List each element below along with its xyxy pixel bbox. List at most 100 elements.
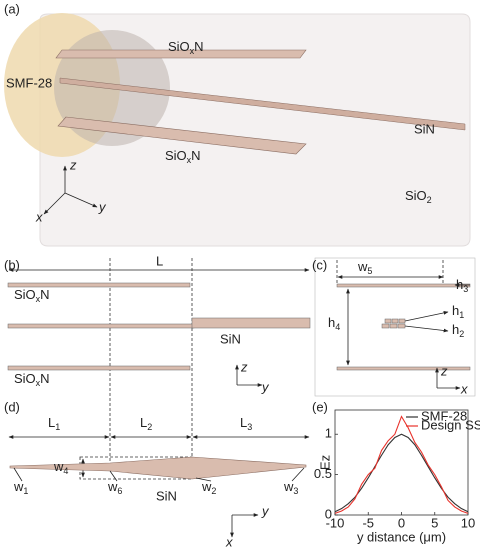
panel-label: (b) (4, 257, 20, 272)
text-part: x (187, 155, 192, 165)
axis-label: y (261, 503, 270, 518)
labels: (a)(b) (c)(d) (e)SiOxNSMF-28SiNSiOxNSiO2zy… (4, 1, 468, 549)
slab-label: SiOxN (14, 287, 50, 304)
text-part: 4 (63, 466, 68, 476)
dim-label: h1 (452, 303, 464, 320)
text-part: h (452, 303, 459, 318)
dim-label: h2 (452, 322, 464, 339)
text-part: x (190, 46, 195, 56)
x-tick-label: 0 (398, 515, 405, 530)
text-part: SiO (14, 287, 36, 302)
x-tick-label: -5 (362, 515, 374, 530)
text-part: x (36, 378, 41, 388)
axis-label: x (35, 209, 43, 224)
text-part: L (48, 415, 55, 430)
dim-label: w1 (13, 479, 28, 496)
axis-label: x (225, 534, 233, 549)
panel-label: (e) (312, 399, 328, 414)
text-part: SiO (14, 371, 36, 386)
taper (9, 456, 307, 480)
text-part: N (40, 371, 49, 386)
text-part: 1 (459, 310, 464, 320)
x-tick-label: 5 (431, 515, 438, 530)
core-label: SiN (414, 121, 435, 136)
pointer-line (195, 477, 212, 482)
text-part: N (194, 39, 203, 54)
y-tick-label: 0 (325, 506, 332, 521)
top-slab (336, 283, 471, 288)
text-part: 1 (55, 422, 60, 432)
text-part: h (328, 315, 335, 330)
top-slab (55, 49, 307, 59)
core-blocks (381, 318, 406, 329)
text-part: 2 (427, 195, 432, 205)
dim-label: h3 (456, 277, 468, 294)
axis-label: x (460, 381, 468, 396)
fiber-label: SMF-28 (6, 75, 52, 90)
axis-label: z (69, 157, 77, 172)
axis-label: y (261, 379, 270, 394)
dim-label: L1 (48, 415, 60, 432)
series-line (334, 415, 469, 514)
sin-waveguide (191, 317, 311, 329)
panel-c (314, 257, 476, 397)
panel-label: (d) (4, 399, 20, 414)
panel-label: (a) (4, 1, 20, 16)
text-part: 3 (463, 284, 468, 294)
y-tick-label: 0.5 (314, 466, 332, 481)
pointer-line (109, 470, 118, 482)
panel-label: (c) (312, 257, 327, 272)
text-part: 3 (247, 422, 252, 432)
text-part: SiO (405, 188, 427, 203)
dim-label: L2 (140, 415, 152, 432)
text-part: w (13, 479, 24, 494)
plot-frame (334, 409, 469, 516)
panel-d (8, 435, 310, 538)
legend-label: Design SSC (421, 417, 480, 432)
text-part: N (40, 287, 49, 302)
text-part: SiO (168, 39, 190, 54)
x-axis-label: y distance (μm) (357, 529, 446, 544)
text-part: w (107, 479, 118, 494)
text-part: 4 (335, 322, 340, 332)
text-part: 6 (117, 486, 122, 496)
text-part: 2 (211, 486, 216, 496)
text-part: N (191, 148, 200, 163)
text-part: L (140, 415, 147, 430)
text-part: w (201, 479, 212, 494)
bottom-slab (57, 116, 307, 155)
text-part: 1 (23, 486, 28, 496)
x-tick-label: -10 (326, 515, 345, 530)
y-axis-label: Ez (317, 455, 332, 470)
text-part: 2 (147, 422, 152, 432)
panel-b (7, 258, 311, 470)
slab-label: SiOxN (168, 39, 204, 56)
text-part: 3 (293, 486, 298, 496)
dim-label: h4 (328, 315, 340, 332)
top-slab (7, 282, 191, 288)
core-label: SiN (220, 331, 241, 346)
legend-label: SMF-28 (421, 408, 467, 423)
dim-label: w5 (357, 259, 372, 276)
slab-label: SiOxN (165, 148, 201, 165)
pointer-line (291, 467, 305, 482)
text-part: w (357, 259, 368, 274)
text-part: 5 (367, 266, 372, 276)
dim-label: w6 (107, 479, 122, 496)
axis-label: y (98, 199, 107, 214)
text-part: w (53, 459, 64, 474)
text-part: x (36, 294, 41, 304)
text-part: SiO (165, 148, 187, 163)
material-label: SiN (156, 488, 177, 503)
chart: Ez y distance (μm) -10 -5 0 5 10 0 0.5 1 SMF-28Des… (314, 408, 480, 544)
axis-label: z (240, 359, 248, 374)
dim-label: w4 (53, 459, 68, 476)
bottom-slab (336, 366, 471, 371)
pointer-line (13, 467, 23, 482)
dim-label: w2 (201, 479, 216, 496)
core-waveguide (59, 77, 466, 131)
panel-a (4, 13, 471, 247)
x-tick-label: 10 (461, 515, 475, 530)
text-part: L (240, 415, 247, 430)
